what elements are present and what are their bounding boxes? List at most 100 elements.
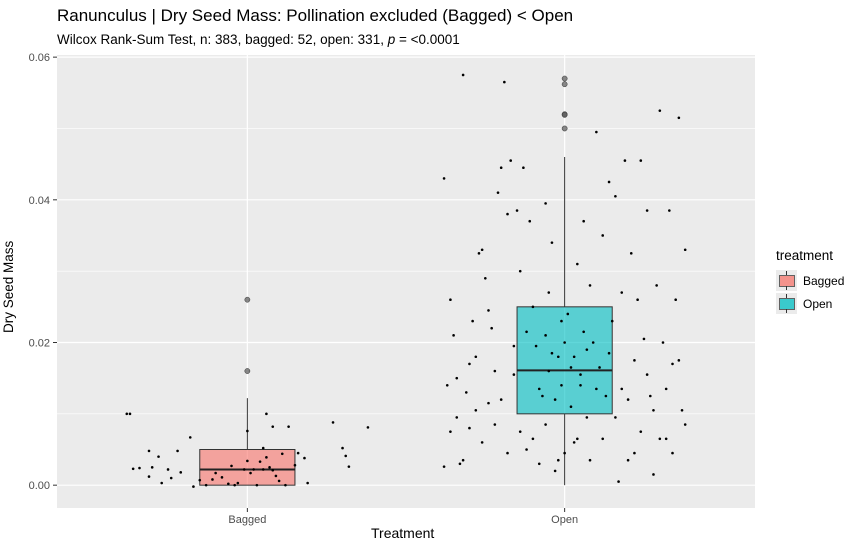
data-point — [572, 355, 576, 359]
data-point — [303, 456, 306, 460]
y-tick-label: 0.02 — [29, 337, 50, 349]
data-point — [188, 436, 192, 439]
subtitle-suffix: = <0.0001 — [399, 32, 460, 47]
data-point — [598, 366, 601, 369]
data-point — [626, 458, 630, 462]
data-point — [452, 334, 455, 337]
data-point — [664, 437, 668, 441]
data-point — [674, 298, 677, 301]
data-point — [220, 476, 224, 479]
data-point — [461, 458, 465, 462]
data-point — [347, 465, 351, 468]
data-point — [176, 449, 179, 453]
data-point — [261, 468, 265, 471]
data-point — [553, 398, 557, 401]
data-point — [642, 337, 646, 341]
data-point — [242, 468, 246, 471]
data-point — [331, 421, 335, 424]
data-point — [277, 479, 281, 483]
data-point — [585, 416, 589, 419]
box-bagged — [199, 449, 296, 486]
data-point — [198, 478, 202, 482]
data-point — [588, 284, 592, 287]
data-point — [150, 466, 154, 469]
data-point — [261, 446, 265, 450]
data-point — [490, 326, 493, 330]
outlier-point — [561, 75, 568, 82]
data-point — [652, 473, 655, 476]
outlier-point — [561, 125, 568, 132]
legend-item-bagged: Bagged — [776, 269, 844, 292]
data-point — [553, 469, 557, 473]
data-point — [274, 474, 278, 478]
x-tick-label: Bagged — [228, 514, 266, 526]
subtitle-prefix: Wilcox Rank-Sum Test, n: 383, bagged: 52… — [57, 32, 384, 47]
data-point — [639, 159, 643, 162]
legend-key-bagged — [776, 270, 797, 291]
data-point — [214, 471, 217, 475]
data-point — [563, 341, 566, 344]
data-point — [569, 366, 573, 369]
data-point — [341, 446, 344, 450]
data-point — [579, 383, 582, 387]
box-open — [516, 306, 613, 415]
data-point — [626, 398, 630, 401]
data-point — [560, 319, 563, 323]
data-point — [541, 394, 544, 398]
data-point — [246, 429, 249, 433]
data-point — [484, 276, 487, 280]
data-point — [595, 130, 598, 134]
data-point — [246, 459, 249, 463]
data-point — [296, 451, 300, 455]
data-point — [522, 166, 525, 170]
panel-background — [57, 55, 755, 508]
data-point — [157, 455, 160, 458]
data-point — [480, 248, 484, 252]
data-point — [547, 369, 551, 373]
data-point — [601, 234, 605, 237]
data-point — [125, 412, 129, 416]
data-point — [506, 212, 509, 216]
data-point — [487, 401, 490, 405]
data-point — [569, 405, 573, 408]
outlier-point — [244, 296, 251, 303]
data-point — [585, 348, 589, 351]
data-point — [576, 437, 579, 441]
legend-box-bagged — [779, 275, 795, 287]
x-tick-label: Open — [551, 514, 578, 526]
subtitle-p-symbol: p — [387, 32, 396, 47]
data-point — [607, 180, 611, 184]
data-point — [455, 376, 459, 380]
outlier-point — [561, 112, 568, 118]
data-point — [645, 209, 649, 212]
data-point — [677, 359, 681, 362]
data-point — [499, 166, 503, 170]
y-tick-label: 0.00 — [29, 480, 50, 492]
data-point — [204, 483, 208, 487]
data-point — [607, 351, 611, 355]
data-point — [544, 202, 547, 205]
data-point — [230, 464, 233, 468]
data-point — [664, 387, 668, 391]
data-point — [227, 482, 230, 486]
legend-whisker-bottom — [786, 309, 787, 313]
data-point — [480, 441, 484, 444]
data-point — [293, 463, 297, 467]
data-point — [563, 451, 566, 455]
data-point — [576, 262, 579, 266]
data-point — [614, 416, 617, 419]
data-point — [636, 298, 639, 301]
data-point — [652, 408, 655, 412]
data-point — [591, 341, 595, 344]
data-point — [515, 209, 519, 212]
data-point — [192, 485, 195, 488]
data-point — [449, 430, 452, 433]
data-point — [556, 458, 560, 462]
data-point — [671, 362, 674, 366]
data-point — [493, 423, 497, 426]
data-point — [683, 248, 687, 252]
data-point — [547, 291, 551, 294]
data-point — [518, 269, 522, 273]
data-point — [661, 341, 665, 344]
data-point — [477, 252, 481, 255]
